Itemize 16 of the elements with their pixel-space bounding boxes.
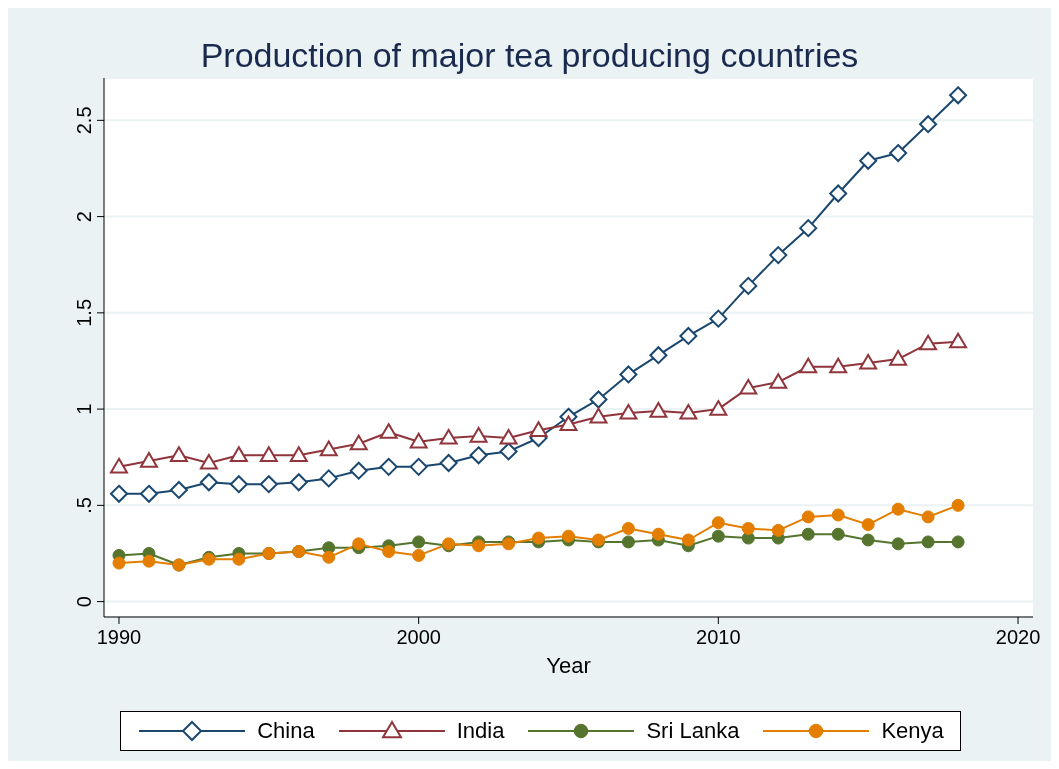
chart-title: Production of major tea producing countries [199, 35, 860, 76]
y-tick-label: 1.5 [73, 298, 95, 327]
x-tick-label: 2010 [696, 626, 741, 648]
x-tick-label: 2000 [396, 626, 441, 648]
y-tick-label: 2.5 [73, 106, 95, 135]
y-tick-label: 2 [73, 211, 95, 223]
y-tick-label: 1 [73, 403, 95, 415]
y-tick-label: .5 [73, 497, 95, 514]
x-tick-label: 1990 [96, 626, 142, 648]
x-axis-title: Year [546, 653, 591, 678]
legend-label: China [257, 718, 315, 744]
legend-label: Sri Lanka [646, 718, 740, 744]
x-tick-label: 2020 [995, 626, 1041, 648]
legend-label: India [456, 718, 505, 744]
y-tick-label: 0 [73, 596, 95, 608]
legend-label: Kenya [881, 718, 944, 744]
